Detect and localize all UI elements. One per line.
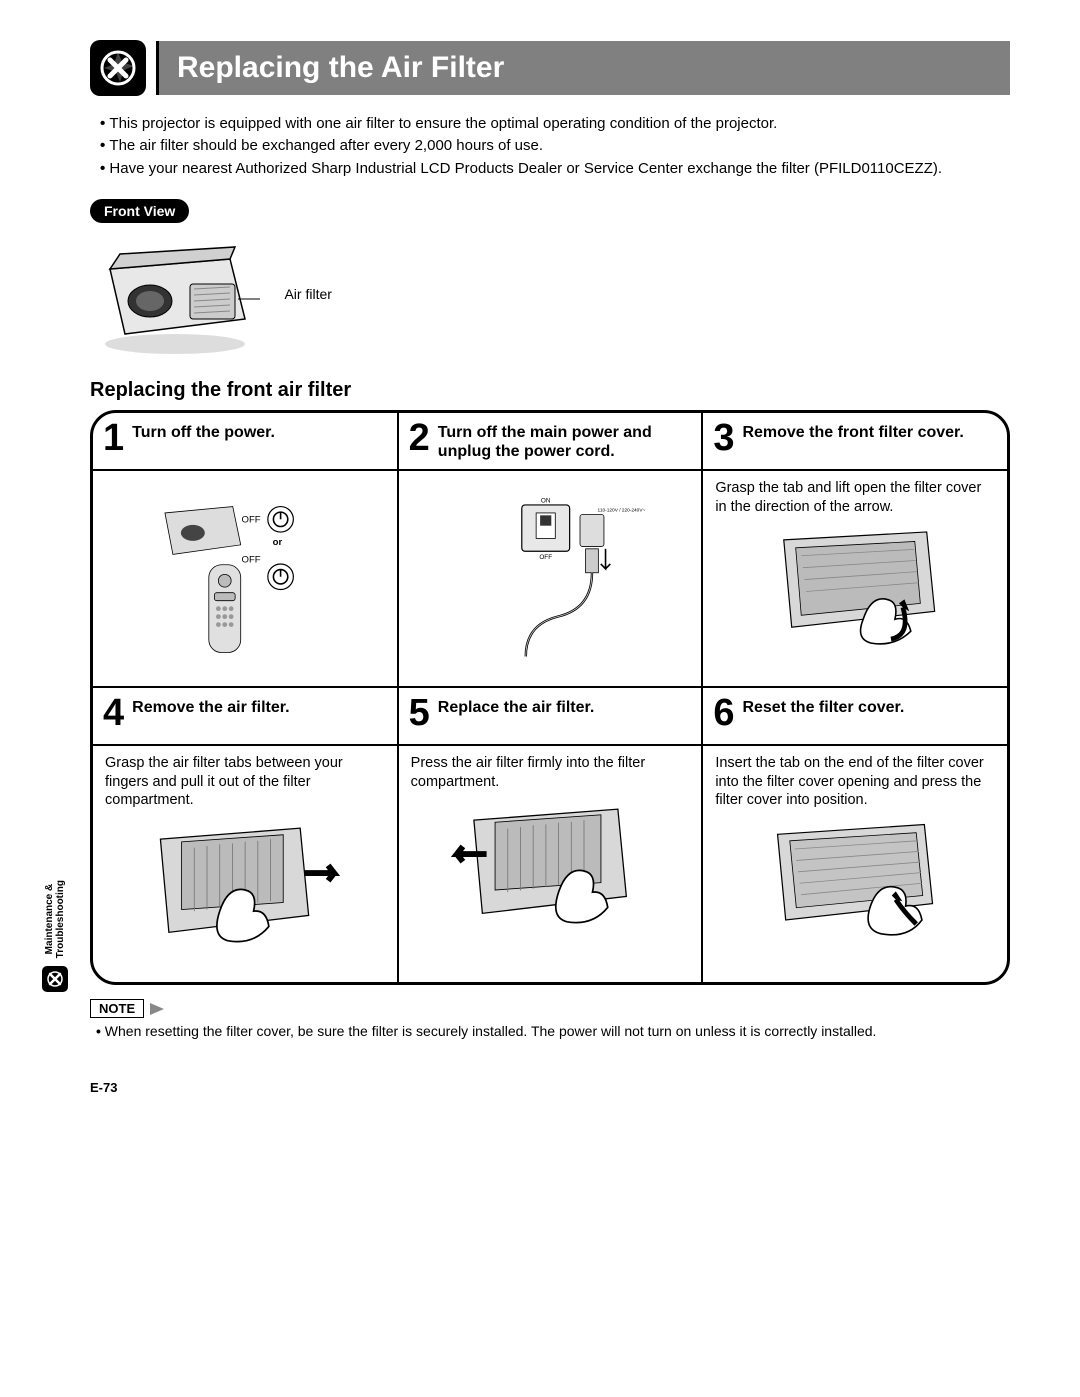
maintenance-icon <box>42 966 68 992</box>
step-number: 6 <box>713 694 734 732</box>
svg-text:OFF: OFF <box>540 554 553 561</box>
step-body-text: Press the air filter firmly into the fil… <box>411 754 690 792</box>
side-label: Maintenance &Troubleshooting <box>44 880 66 958</box>
step-5-illustration <box>411 791 690 951</box>
step-body-2: ON OFF 110-120V / 220-240V~ <box>399 471 702 686</box>
step-number: 1 <box>103 419 124 457</box>
subheading: Replacing the front air filter <box>90 379 1010 402</box>
note-arrow-icon <box>150 1003 164 1015</box>
svg-text:OFF: OFF <box>242 554 261 565</box>
svg-text:or: or <box>273 536 283 547</box>
step-body-1: OFF or OFF <box>93 471 397 686</box>
step-body-5: Press the air filter firmly into the fil… <box>399 746 702 964</box>
step-title: Remove the air filter. <box>132 694 289 717</box>
step-body-text: Grasp the air filter tabs between your f… <box>105 754 385 811</box>
step-number: 4 <box>103 694 124 732</box>
step-number: 5 <box>409 694 430 732</box>
step-body-text: Grasp the tab and lift open the filter c… <box>715 479 995 517</box>
step-2-illustration: ON OFF 110-120V / 220-240V~ <box>411 479 690 674</box>
front-view-block: Front View Air filter <box>90 199 1010 359</box>
side-tab: Maintenance &Troubleshooting <box>42 880 68 992</box>
step-1-illustration: OFF or OFF <box>105 479 385 674</box>
step-title: Replace the air filter. <box>438 694 595 717</box>
step-head-4: 4 Remove the air filter. <box>93 688 397 744</box>
wrench-icon <box>90 40 146 96</box>
step-title: Reset the filter cover. <box>742 694 904 717</box>
step-body-6: Insert the tab on the end of the filter … <box>703 746 1007 968</box>
step-head-3: 3 Remove the front filter cover. <box>703 413 1007 469</box>
page-number: E-73 <box>90 1080 1010 1095</box>
front-view-pill: Front View <box>90 199 189 223</box>
step-head-1: 1 Turn off the power. <box>93 413 397 469</box>
step-head-6: 6 Reset the filter cover. <box>703 688 1007 744</box>
step-6-illustration <box>715 810 995 955</box>
step-head-2: 2 Turn off the main power and unplug the… <box>399 413 702 469</box>
intro-item: Have your nearest Authorized Sharp Indus… <box>100 159 1010 179</box>
step-body-3: Grasp the tab and lift open the filter c… <box>703 471 1007 679</box>
steps-panel: 1 Turn off the power. 2 Turn off the mai… <box>90 410 1010 986</box>
note-label: NOTE <box>90 999 144 1018</box>
step-3-illustration <box>715 516 995 666</box>
step-body-text: Insert the tab on the end of the filter … <box>715 754 995 811</box>
step-number: 3 <box>713 419 734 457</box>
step-number: 2 <box>409 419 430 457</box>
step-4-illustration <box>105 810 385 970</box>
svg-text:OFF: OFF <box>242 514 261 525</box>
step-title: Turn off the power. <box>132 419 275 442</box>
projector-diagram <box>90 229 260 359</box>
air-filter-label: Air filter <box>284 286 331 302</box>
intro-item: The air filter should be exchanged after… <box>100 136 1010 156</box>
step-head-5: 5 Replace the air filter. <box>399 688 702 744</box>
step-title: Turn off the main power and unplug the p… <box>438 419 692 461</box>
note-row: NOTE <box>90 999 1010 1018</box>
note-text: When resetting the filter cover, be sure… <box>96 1022 1010 1040</box>
step-body-4: Grasp the air filter tabs between your f… <box>93 746 397 983</box>
page-header: Replacing the Air Filter <box>90 40 1010 96</box>
step-title: Remove the front filter cover. <box>742 419 963 442</box>
svg-text:110-120V / 220-240V~: 110-120V / 220-240V~ <box>598 507 646 513</box>
intro-list: This projector is equipped with one air … <box>100 114 1010 179</box>
intro-item: This projector is equipped with one air … <box>100 114 1010 134</box>
svg-text:ON: ON <box>541 497 551 504</box>
page-title: Replacing the Air Filter <box>156 41 1010 95</box>
